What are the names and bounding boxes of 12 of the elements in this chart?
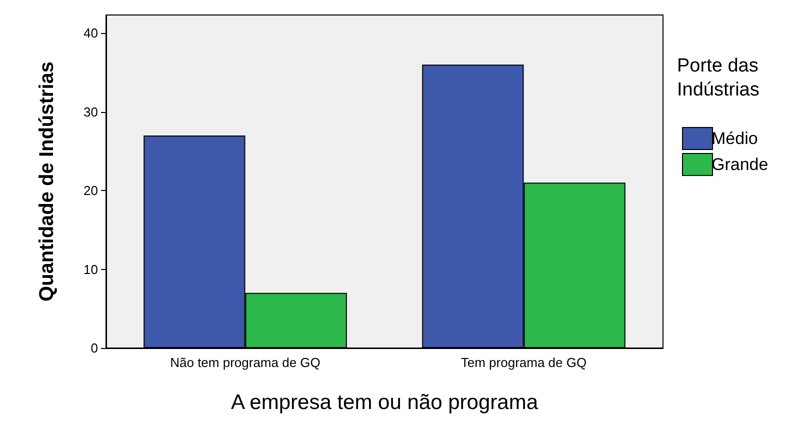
- legend-label: Médio: [712, 129, 758, 148]
- x-axis-title: A empresa tem ou não programa: [230, 391, 538, 414]
- y-tick-label: 0: [90, 340, 98, 356]
- x-tick-label: Não tem programa de GQ: [170, 355, 320, 370]
- legend-title: Porte das Indústrias: [677, 56, 764, 100]
- y-axis-title: Quantidade de Indústrias: [36, 61, 58, 302]
- x-tick-label: Tem programa de GQ: [460, 355, 587, 370]
- y-tick-label: 10: [84, 262, 98, 277]
- y-tick-label: 30: [84, 104, 98, 120]
- legend-label: Grande: [712, 155, 768, 174]
- y-tick-label: 40: [84, 26, 98, 41]
- y-tick-label: 20: [84, 183, 98, 198]
